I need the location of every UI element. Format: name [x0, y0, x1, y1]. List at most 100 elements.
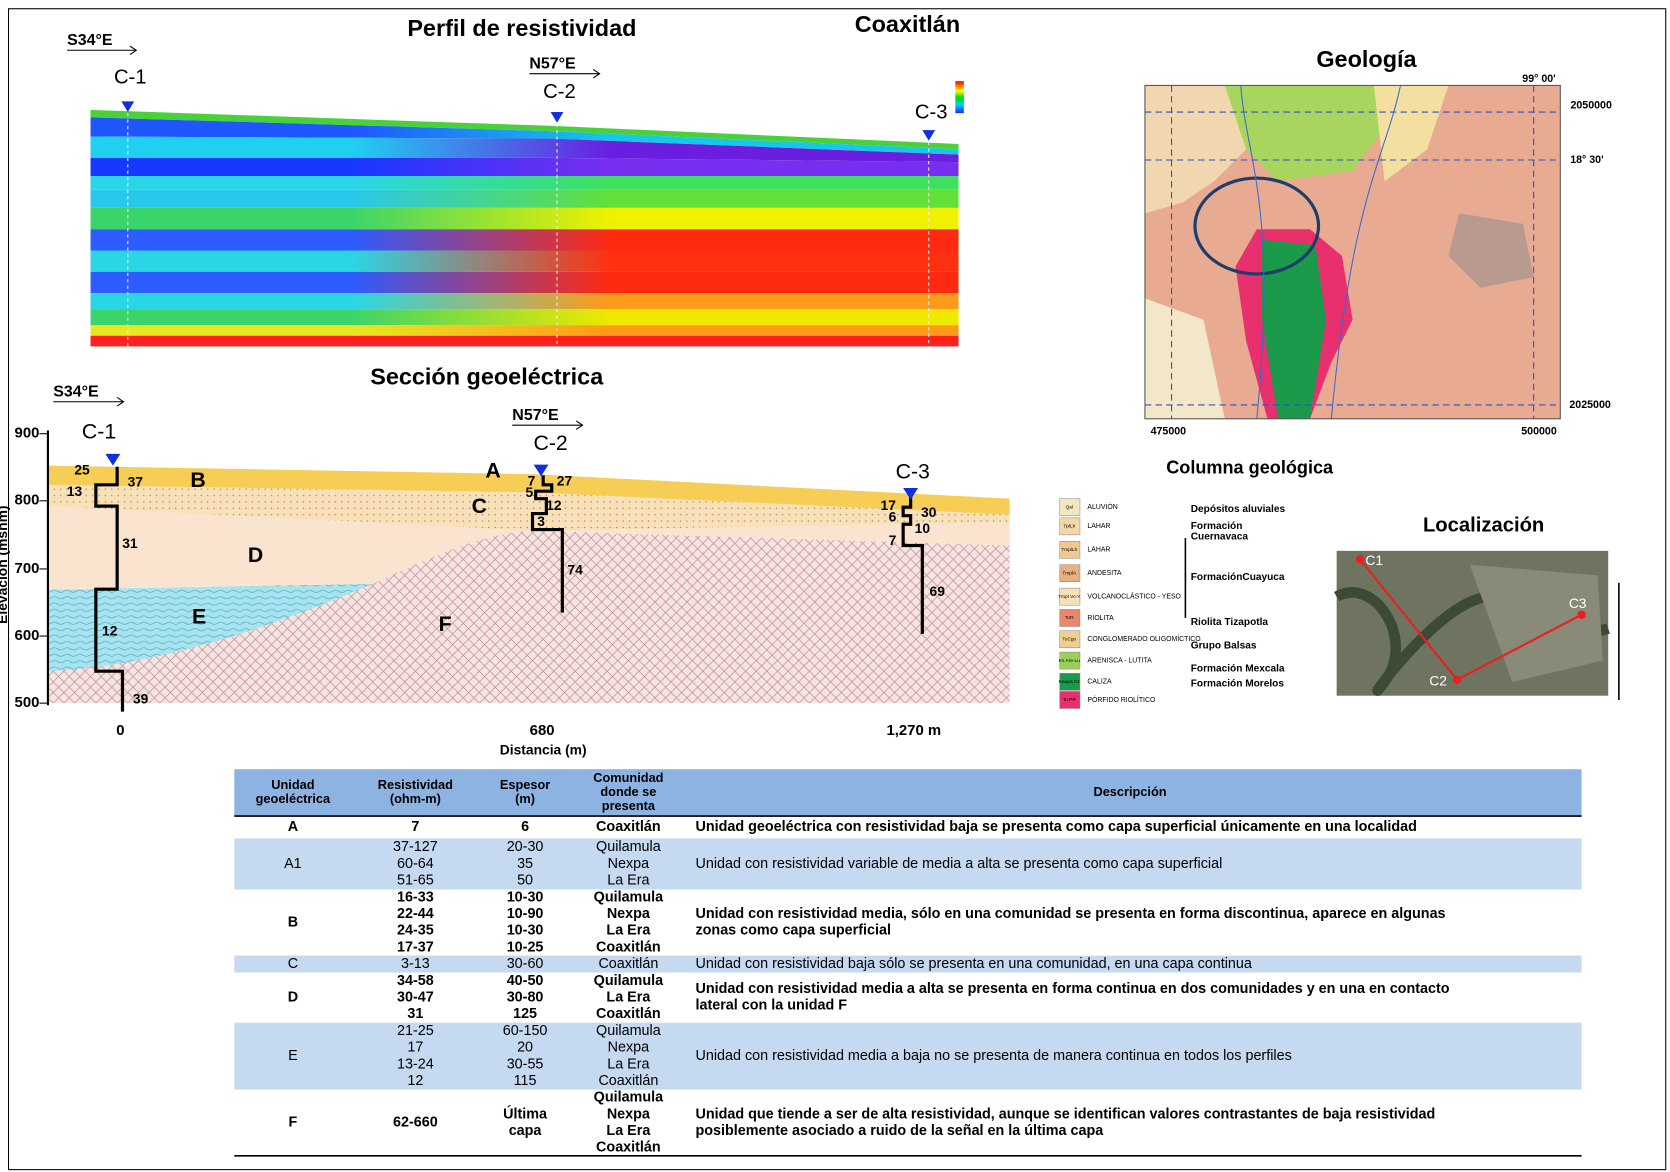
swatch — [1059, 541, 1081, 559]
resistivity-label: 7 — [528, 472, 536, 488]
cell-text: 30-47 — [397, 989, 434, 1005]
y-tick-label: 800 — [15, 493, 40, 509]
unit-name: CALIZA — [1087, 679, 1112, 686]
cell-text: lateral con la unidad F — [695, 998, 847, 1014]
cell-text: F — [288, 1115, 297, 1131]
swatch — [1059, 609, 1081, 627]
cell-text: capa — [509, 1123, 543, 1139]
cell-text: La Era — [606, 1123, 651, 1139]
unit-name: CONGLOMERADO OLIGOMÍCTICO — [1087, 634, 1201, 643]
unit-label: B — [190, 468, 205, 492]
geoelectric-section — [46, 430, 1010, 712]
arrow — [67, 45, 138, 55]
header-text: Unidad — [271, 777, 314, 792]
x-tick-label: 680 — [530, 723, 555, 739]
resistivity-band — [90, 117, 959, 155]
resistivity-band — [90, 109, 959, 150]
resistivity-label: 3 — [537, 513, 545, 529]
geology-map — [1144, 84, 1561, 420]
station-label: C-3 — [915, 101, 948, 123]
point-label: C2 — [1429, 673, 1447, 689]
profile-title: Perfil de resistividad — [407, 15, 636, 41]
y-tick-label: 500 — [15, 695, 40, 711]
x-tick-label: 1,270 m — [886, 723, 941, 739]
swatch — [1059, 673, 1081, 691]
cell-text: Unidad geoeléctrica con resistividad baj… — [695, 819, 1416, 835]
unit-name: PÓRFIDO RIOLÍTICO — [1087, 695, 1156, 704]
cell-text: D — [288, 989, 298, 1005]
cell-text: Unidad con resistividad media, sólo en u… — [695, 906, 1445, 922]
unit-code: To PR — [1063, 697, 1077, 703]
unit-code: TplLh — [1063, 524, 1075, 530]
cell-text: 35 — [517, 856, 533, 872]
cell-text: 62-660 — [393, 1115, 438, 1131]
cell-text: La Era — [606, 989, 651, 1005]
cell-text: 30-80 — [507, 989, 544, 1005]
cell-text: Coaxitlán — [596, 1140, 661, 1156]
unit-code: ToCgo — [1062, 637, 1076, 643]
station-marker — [533, 464, 549, 477]
unit-code: Qal — [1066, 504, 1073, 510]
point — [1577, 610, 1586, 620]
resistivity-label: 39 — [133, 691, 149, 707]
unit-name: ANDESITA — [1087, 570, 1121, 577]
header-text: Comunidad — [593, 770, 663, 785]
resistivity-band — [90, 175, 959, 190]
coordinate: 99° 00' — [1522, 73, 1555, 85]
geology-title: Geología — [1316, 46, 1417, 72]
arrow — [512, 420, 584, 430]
unit-label: F — [439, 612, 452, 636]
y-tick-label: 700 — [15, 561, 40, 577]
cell-text: Coaxitlán — [596, 1006, 661, 1022]
resistivity-band — [90, 271, 959, 294]
layer-f — [47, 530, 1010, 704]
resistivity-band — [90, 189, 959, 208]
cell-text: zonas como capa superficial — [695, 923, 891, 939]
resistivity-band — [90, 325, 959, 336]
unit-name: ARENISCA - LUTITA — [1087, 657, 1152, 664]
formation: Formación Morelos — [1191, 679, 1285, 690]
resistivity-label: 17 — [881, 497, 897, 513]
resistivity-label: 5 — [525, 484, 533, 500]
cell-text: 16-33 — [397, 889, 434, 905]
resistivity-band — [90, 309, 959, 326]
cell-text: 31 — [407, 1006, 423, 1022]
cell-text: 115 — [514, 1073, 537, 1089]
cell-text: posiblemente asociado a ruido de la seña… — [695, 1123, 1104, 1139]
borehole — [901, 496, 924, 634]
station-marker — [121, 101, 135, 113]
cell-text: La Era — [607, 1056, 649, 1072]
x-tick-label: 0 — [116, 723, 124, 739]
color-scale — [955, 81, 964, 114]
cell-text: 34-58 — [397, 973, 434, 989]
station-label: C-2 — [533, 431, 567, 455]
unit-code: Kaapa Cz — [1059, 679, 1081, 685]
resistivity-band — [90, 335, 959, 347]
cell-text: 17-37 — [397, 939, 434, 955]
section-labels: C-1 C-2 C-3 900 800 700 600 500 0 680 1,270 m A B C D E… — [15, 419, 946, 739]
resistivity-label: 30 — [921, 504, 937, 520]
cell-text: 10-25 — [507, 939, 544, 955]
cell-text: Coaxitlán — [596, 939, 661, 955]
cell-text: E — [288, 1048, 298, 1064]
cell-text: 22-44 — [397, 906, 434, 922]
resistivity-label: 74 — [567, 562, 583, 578]
frame — [7, 8, 1667, 1171]
cell-text: A — [288, 819, 298, 835]
header-text: presenta — [602, 798, 656, 813]
table-row — [234, 1089, 1582, 1156]
location-map — [1334, 550, 1620, 700]
resistivity-label: 25 — [74, 462, 90, 478]
cell-text: Coaxitlán — [598, 1073, 658, 1089]
cell-text: A1 — [284, 856, 302, 872]
swatch — [1059, 587, 1081, 606]
cell-text: 30-55 — [507, 1056, 544, 1072]
arrow — [529, 69, 601, 79]
borehole — [530, 475, 564, 613]
unit-code: TmplLh — [1061, 547, 1077, 553]
layer-b — [47, 465, 1010, 515]
cell-text: B — [288, 914, 298, 930]
y-tick-label: 600 — [15, 628, 40, 644]
